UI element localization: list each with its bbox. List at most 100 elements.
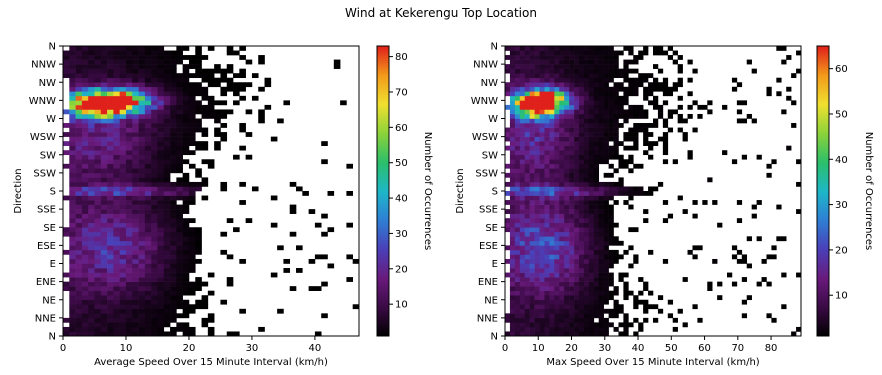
- heatmap-cell: [220, 77, 228, 83]
- heatmap-cell: [603, 227, 609, 233]
- colorbar-band: [817, 278, 829, 281]
- heatmap-cell: [544, 263, 550, 269]
- heatmap-cell: [672, 109, 678, 115]
- colorbar-band: [377, 203, 389, 206]
- heatmap-cell: [534, 295, 540, 301]
- heatmap-cell: [100, 132, 108, 137]
- heatmap-cell: [239, 181, 246, 187]
- heatmap-cell: [564, 172, 570, 178]
- colorbar-band: [377, 314, 389, 318]
- heatmap-cell: [613, 236, 619, 242]
- heatmap-cell: [579, 163, 585, 169]
- colorbar-band: [377, 321, 389, 325]
- heatmap-cell: [144, 159, 152, 165]
- heatmap-cell: [151, 295, 158, 301]
- heatmap-cell: [157, 141, 165, 146]
- heatmap-cell: [554, 200, 560, 205]
- heatmap-cell: [176, 245, 183, 251]
- heatmap-cell: [648, 73, 654, 79]
- heatmap-cell: [113, 68, 120, 74]
- heatmap-cell: [796, 272, 802, 278]
- heatmap-cell: [579, 136, 585, 142]
- colorbar-band: [817, 183, 829, 187]
- heatmap-cell: [125, 181, 133, 187]
- colorbar-band: [377, 62, 389, 66]
- heatmap-cell: [119, 141, 127, 146]
- colorbar-band: [817, 200, 829, 204]
- heatmap-cell: [593, 55, 600, 60]
- heatmap-cell: [514, 209, 521, 214]
- heatmap-cell: [554, 331, 560, 337]
- colorbar-band: [377, 96, 389, 100]
- heatmap-cell: [579, 127, 585, 133]
- heatmap-cell: [534, 304, 540, 310]
- heatmap-cell: [574, 55, 580, 60]
- heatmap-cell: [544, 295, 550, 301]
- heatmap-cell: [170, 254, 177, 260]
- heatmap-cell: [519, 204, 526, 210]
- heatmap-cell: [151, 204, 158, 210]
- heatmap-cell: [176, 86, 183, 92]
- heatmap-cell: [569, 186, 575, 192]
- heatmap-cell: [662, 150, 669, 156]
- heatmap-cell: [125, 204, 133, 210]
- heatmap-cell: [574, 331, 580, 337]
- heatmap-cell: [107, 141, 114, 146]
- colorbar-tick-label: 60: [395, 123, 408, 134]
- heatmap-cell: [628, 68, 634, 74]
- heatmap-cell: [113, 317, 120, 323]
- heatmap-cell: [94, 159, 102, 165]
- heatmap-cell: [554, 213, 560, 219]
- colorbar-band: [817, 149, 829, 153]
- heatmap-cell: [519, 154, 526, 160]
- heatmap-cell: [648, 145, 654, 151]
- heatmap-cell: [138, 245, 146, 251]
- heatmap-cell: [88, 227, 95, 233]
- heatmap-cell: [519, 236, 526, 242]
- heatmap-cell: [176, 240, 183, 246]
- heatmap-cell: [182, 326, 190, 332]
- heatmap-cell: [88, 154, 95, 160]
- heatmap-cell: [539, 236, 545, 242]
- heatmap-cell: [138, 326, 146, 332]
- heatmap-cell: [182, 254, 190, 260]
- heatmap-cell: [623, 59, 629, 65]
- heatmap-cell: [554, 82, 560, 88]
- heatmap-cell: [549, 195, 555, 201]
- heatmap-cell: [170, 186, 177, 192]
- heatmap-cell: [119, 91, 127, 97]
- heatmap-cell: [151, 304, 158, 310]
- heatmap-cell: [69, 272, 76, 278]
- heatmap-cell: [176, 154, 183, 160]
- heatmap-cell: [107, 200, 114, 205]
- colorbar-band: [377, 249, 389, 252]
- heatmap-cell: [657, 46, 664, 51]
- heatmap-cell: [583, 177, 590, 183]
- heatmap-cell: [239, 308, 246, 314]
- heatmap-cell: [75, 322, 83, 328]
- heatmap-cell: [554, 150, 560, 156]
- heatmap-cell: [593, 91, 600, 97]
- heatmap-cell: [608, 263, 614, 269]
- heatmap-cell: [509, 177, 516, 183]
- heatmap-cell: [514, 313, 521, 319]
- heatmap-cell: [544, 331, 550, 337]
- heatmap-cell: [569, 209, 575, 214]
- heatmap-cell: [613, 186, 619, 192]
- heatmap-cell: [107, 181, 114, 187]
- heatmap-cell: [623, 100, 629, 106]
- heatmap-cell: [579, 249, 585, 255]
- heatmap-cell: [505, 82, 511, 88]
- heatmap-cell: [125, 258, 133, 264]
- heatmap-cell: [638, 82, 644, 88]
- heatmap-cell: [593, 304, 600, 310]
- heatmap-cell: [176, 163, 183, 169]
- heatmap-cell: [201, 195, 209, 201]
- heatmap-cell: [100, 163, 108, 169]
- heatmap-cell: [766, 91, 772, 97]
- heatmap-cell: [107, 295, 114, 301]
- heatmap-cell: [588, 68, 595, 74]
- heatmap-cell: [176, 77, 183, 83]
- heatmap-cell: [519, 82, 526, 88]
- heatmap-cell: [144, 204, 152, 210]
